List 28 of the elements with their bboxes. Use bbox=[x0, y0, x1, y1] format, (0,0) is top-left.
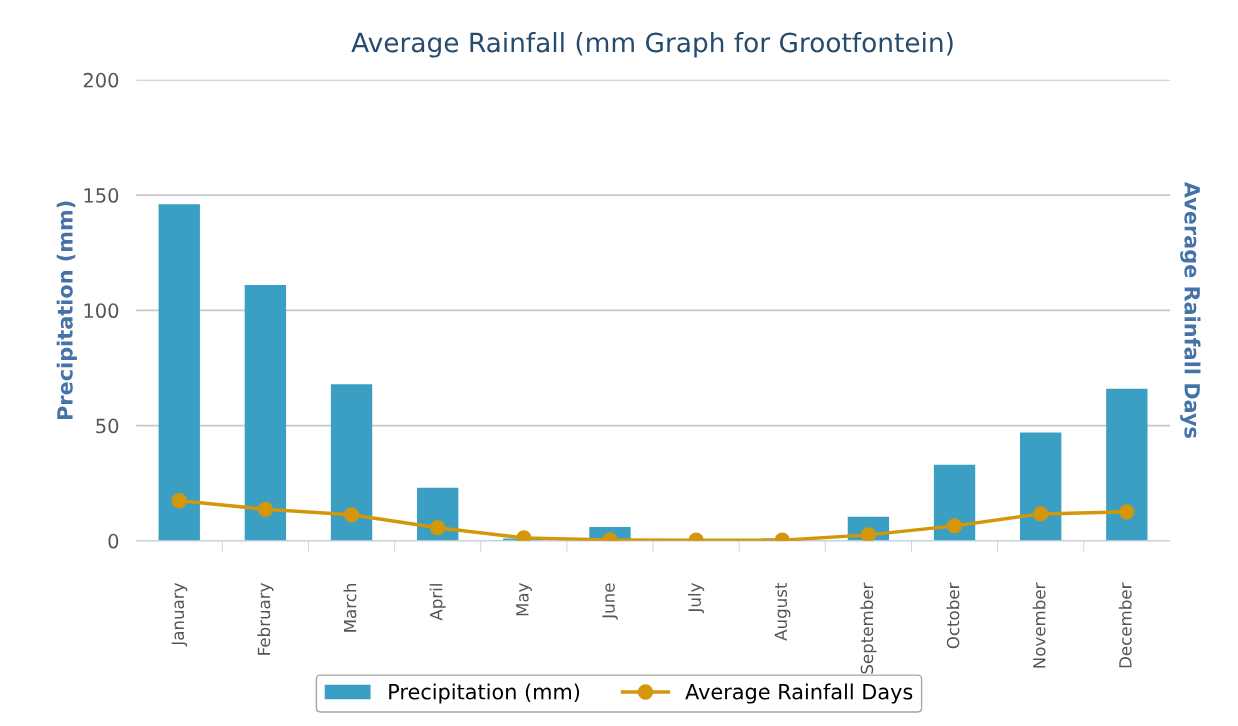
y-tick-label: 200 bbox=[83, 72, 119, 88]
y2-axis-title: Average Rainfall Days bbox=[1180, 181, 1201, 438]
y-tick-label: 100 bbox=[84, 303, 119, 319]
bar bbox=[933, 464, 976, 541]
legend-label: Precipitation (mm) bbox=[389, 683, 580, 704]
x-tick-label: November bbox=[1032, 582, 1046, 668]
x-tick-label: August bbox=[774, 582, 791, 641]
bar bbox=[1106, 388, 1148, 541]
chart-title: Average Rainfall (mm Graph for Grootfontein) bbox=[351, 32, 953, 58]
x-tick-label: September bbox=[860, 582, 877, 674]
x-tick-label: April bbox=[429, 584, 446, 621]
x-tick-label: May bbox=[516, 583, 532, 616]
y-tick-label: 150 bbox=[84, 188, 119, 203]
bar bbox=[244, 285, 287, 541]
x-tick-label: July bbox=[688, 583, 705, 614]
bar bbox=[158, 204, 200, 541]
bar bbox=[330, 384, 373, 541]
legend-label: Average Rainfall Days bbox=[685, 683, 913, 704]
x-tick-label: October bbox=[946, 582, 960, 649]
x-tick-label: March bbox=[343, 583, 357, 632]
x-tick-label: January bbox=[171, 583, 188, 647]
x-tick-label: February bbox=[257, 583, 274, 655]
x-tick-label: December bbox=[1118, 582, 1132, 668]
y-axis-title: Precipitation (mm) bbox=[56, 201, 77, 420]
y-tick-label: 0 bbox=[108, 533, 119, 549]
x-tick-label: June bbox=[602, 583, 618, 620]
bar bbox=[1020, 432, 1062, 541]
y-tick-label: 50 bbox=[96, 418, 119, 434]
